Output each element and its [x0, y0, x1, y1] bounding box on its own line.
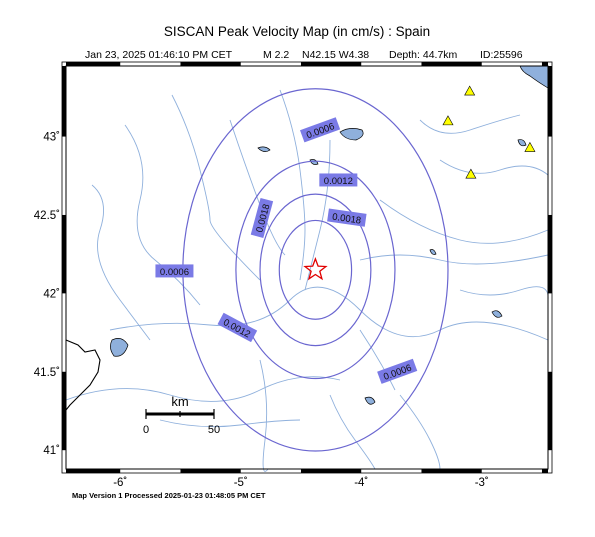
contour-label-text: 0.0006 [160, 267, 189, 278]
y-tick-label: 42˚ [43, 288, 60, 300]
contour-3 [278, 219, 353, 320]
event-location: N42.15 W4.38 [302, 49, 369, 61]
rivers [65, 89, 549, 472]
station-triangle-icon [464, 85, 476, 96]
x-tick-label: -5˚ [234, 477, 248, 489]
x-tick-label: -6˚ [113, 477, 127, 489]
map-title: SISCAN Peak Velocity Map (in cm/s) : Spa… [164, 24, 430, 39]
y-tick-label: 41˚ [43, 445, 60, 457]
contour-label-text: 0.0018 [331, 212, 361, 227]
x-tick-label: -3˚ [475, 477, 489, 489]
country-border [65, 339, 101, 411]
epicenter-star-icon [303, 257, 328, 281]
subtitle: Jan 23, 2025 01:46:10 PM CET M 2.2 N42.1… [85, 49, 523, 61]
x-tick-label: -4˚ [354, 477, 368, 489]
contour-label-3: 0.0018 [327, 208, 367, 227]
seismic-stations [442, 85, 536, 179]
scale-min: 0 [143, 424, 149, 436]
contour-label-text: 0.0012 [324, 176, 353, 187]
event-depth: Depth: 44.7km [389, 49, 458, 61]
x-axis-labels: -6˚ -5˚ -4˚ -3˚ [113, 477, 489, 489]
y-tick-label: 41.5˚ [34, 367, 60, 379]
event-id: ID:25596 [480, 49, 523, 61]
y-tick-label: 43˚ [43, 132, 60, 144]
station-triangle-icon [465, 168, 477, 179]
event-date: Jan 23, 2025 01:46:10 PM CET [85, 49, 233, 61]
scale-max: 50 [208, 424, 220, 436]
scale-unit: km [171, 394, 188, 409]
event-magnitude: M 2.2 [263, 49, 289, 61]
epicenter-star [303, 257, 328, 281]
water-bodies [110, 65, 549, 405]
station-triangle-icon [524, 141, 536, 152]
frame-ticks [61, 61, 553, 474]
contour-2 [259, 193, 372, 347]
y-tick-label: 42.5˚ [34, 210, 60, 222]
contour-label-1: 0.0012 [319, 173, 358, 187]
contour-label-4: 0.0006 [155, 264, 194, 278]
scale-bar: km 0 50 [143, 394, 220, 436]
station-triangle-icon [442, 115, 454, 126]
footer-text: Map Version 1 Processed 2025-01-23 01:48… [72, 491, 266, 500]
contour-1 [235, 160, 396, 380]
y-axis-labels: 43˚ 42.5˚ 42˚ 41.5˚ 41˚ [34, 132, 60, 458]
